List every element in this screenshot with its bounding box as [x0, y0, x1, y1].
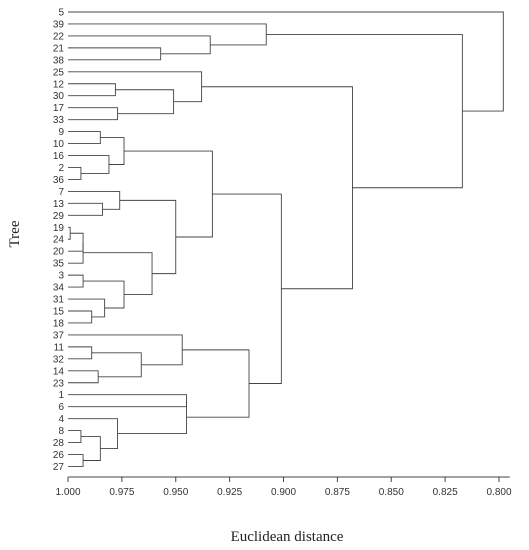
- link-m15: [68, 155, 110, 174]
- link-m34: [68, 23, 267, 46]
- link-m1: [68, 226, 71, 240]
- link-m3: [68, 242, 84, 264]
- link-m22: [91, 352, 142, 378]
- link-m7: [68, 274, 84, 288]
- x-tick-label: 0.950: [163, 487, 188, 498]
- leaf-label-6: 6: [58, 402, 64, 413]
- link-m12: [68, 370, 99, 384]
- x-axis-title: Euclidean distance: [231, 529, 344, 545]
- dendrogram-links: [68, 11, 504, 467]
- leaf-label-8: 8: [58, 426, 64, 437]
- leaf-label-34: 34: [53, 283, 65, 294]
- link-m37: [266, 33, 463, 189]
- leaf-label-13: 13: [53, 199, 65, 210]
- leaf-label-11: 11: [54, 342, 65, 353]
- leaf-label-23: 23: [53, 378, 65, 389]
- leaf-label-36: 36: [53, 175, 65, 186]
- leaf-label-5: 5: [58, 8, 64, 19]
- leaf-labels: 5392221382512301733910162367132919242035…: [53, 8, 65, 473]
- link-m23: [83, 252, 153, 296]
- leaf-label-38: 38: [53, 55, 65, 66]
- leaf-label-22: 22: [53, 31, 65, 42]
- link-m14: [68, 202, 103, 216]
- leaf-label-17: 17: [53, 103, 65, 114]
- link-m30: [68, 71, 203, 103]
- leaf-label-7: 7: [58, 187, 64, 198]
- leaf-label-4: 4: [58, 414, 64, 425]
- x-tick-label: 0.800: [486, 487, 511, 498]
- leaf-label-15: 15: [53, 307, 65, 318]
- leaf-label-1: 1: [58, 390, 64, 401]
- leaf-label-30: 30: [53, 91, 65, 102]
- leaf-label-28: 28: [53, 438, 65, 449]
- leaf-label-20: 20: [53, 247, 65, 258]
- link-m35: [212, 193, 282, 384]
- x-tick-label: 0.925: [217, 487, 242, 498]
- link-m19: [68, 418, 119, 449]
- link-m26: [115, 89, 175, 115]
- link-m28: [68, 394, 187, 408]
- x-tick-label: 0.850: [379, 487, 404, 498]
- link-m20: [100, 137, 125, 165]
- leaf-label-32: 32: [53, 354, 65, 365]
- link-m13: [68, 298, 106, 318]
- link-m25: [119, 199, 177, 275]
- link-m17: [68, 107, 119, 121]
- leaf-label-2: 2: [58, 163, 64, 174]
- leaf-label-3: 3: [58, 271, 64, 282]
- leaf-label-14: 14: [53, 366, 65, 377]
- leaf-label-35: 35: [53, 259, 65, 270]
- y-axis-title: Tree: [7, 220, 23, 247]
- x-tick-label: 0.825: [433, 487, 458, 498]
- x-tick-label: 1.000: [55, 487, 80, 498]
- x-tick-label: 0.900: [271, 487, 296, 498]
- leaf-label-9: 9: [58, 127, 64, 138]
- x-axis: 1.000 0.975 0.950 0.925 0.900 0.875 0.850 0.825…: [55, 476, 512, 498]
- leaf-label-10: 10: [53, 139, 65, 150]
- link-m27: [68, 334, 183, 366]
- x-tick-label: 0.975: [109, 487, 134, 498]
- leaf-label-27: 27: [53, 462, 65, 473]
- link-m9: [68, 346, 93, 360]
- leaf-label-25: 25: [53, 67, 65, 78]
- leaf-label-39: 39: [53, 19, 65, 30]
- leaf-label-33: 33: [53, 115, 65, 126]
- link-m10: [68, 131, 101, 145]
- leaf-label-12: 12: [53, 79, 65, 90]
- x-tick-label: 0.875: [325, 487, 350, 498]
- leaf-label-26: 26: [53, 450, 65, 461]
- leaf-label-37: 37: [53, 330, 65, 341]
- link-m33: [182, 349, 250, 418]
- link-m5: [68, 430, 82, 444]
- leaf-label-21: 21: [53, 43, 65, 54]
- link-m21: [83, 280, 125, 309]
- link-m29: [117, 400, 187, 435]
- link-m36: [201, 86, 353, 290]
- link-m32: [68, 35, 211, 55]
- link-m6: [68, 454, 84, 467]
- link-m18: [68, 190, 121, 210]
- link-m38: [68, 11, 504, 112]
- link-m8: [68, 310, 93, 324]
- leaf-label-19: 19: [53, 223, 65, 234]
- leaf-label-16: 16: [53, 151, 65, 162]
- link-m24: [68, 47, 162, 61]
- leaf-label-31: 31: [53, 295, 65, 306]
- link-m4: [68, 167, 82, 180]
- leaf-label-29: 29: [53, 211, 65, 222]
- link-m11: [80, 436, 101, 461]
- leaf-label-24: 24: [53, 235, 65, 246]
- leaf-label-18: 18: [53, 318, 65, 329]
- link-m31: [124, 150, 213, 238]
- link-m16: [68, 83, 116, 97]
